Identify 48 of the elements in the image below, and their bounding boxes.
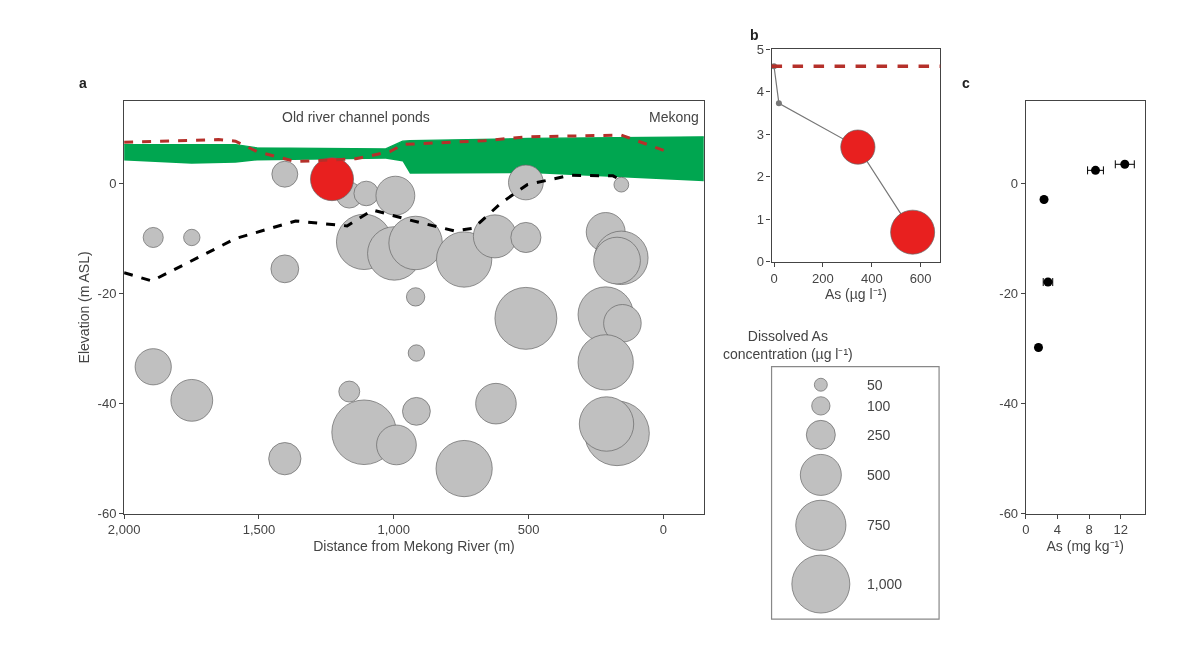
x-tick-label: 0 [1022, 522, 1030, 538]
text: c [962, 75, 970, 91]
y-tick-label: -40 [97, 396, 117, 412]
legend-label: 50 [867, 377, 883, 393]
y-tick-label: 2 [756, 169, 764, 185]
text: a [79, 75, 87, 91]
x-axis-title: As (mg kg⁻¹) [1046, 537, 1124, 554]
y-tick-label: 0 [756, 254, 764, 270]
legend-label: 750 [867, 517, 891, 533]
x-tick-label: 0 [659, 522, 668, 538]
x-tick-label: 4 [1053, 522, 1062, 538]
y-axis-title: Elevation (m ASL) [76, 251, 93, 364]
x-tick-label: 1,500 [242, 522, 276, 538]
x-tick-label: 8 [1085, 522, 1093, 538]
legend-label: 100 [867, 398, 891, 414]
annotation: Old river channel ponds [282, 109, 430, 125]
legend-title: Dissolved As concentration (µg l⁻¹) [723, 328, 853, 363]
x-tick-label: 600 [909, 270, 932, 286]
x-tick-label: 1,000 [377, 522, 411, 538]
annotation: Mekong [649, 109, 699, 125]
y-tick-label: -20 [999, 286, 1019, 302]
x-tick-label: 500 [517, 522, 540, 538]
y-tick-label: -40 [999, 396, 1019, 412]
x-axis-title: As (µg l⁻¹) [824, 285, 887, 302]
y-tick-label: 4 [756, 84, 764, 100]
line-series [124, 133, 666, 164]
text: b [750, 27, 759, 43]
legend-label: 250 [867, 427, 891, 443]
x-tick-label: 400 [860, 270, 883, 286]
y-tick-label: 1 [756, 211, 764, 227]
x-tick-label: 12 [1113, 522, 1129, 538]
x-axis-title: Distance from Mekong River (m) [313, 537, 515, 554]
y-tick-label: 5 [756, 41, 764, 57]
x-tick-label: 2,000 [107, 522, 141, 538]
x-tick-label: 200 [812, 270, 834, 286]
point [1033, 343, 1043, 353]
x-tick-label: 0 [770, 270, 778, 286]
y-tick-label: 3 [756, 126, 764, 142]
y-tick-label: -20 [97, 286, 117, 302]
y-tick-label: -60 [999, 506, 1019, 522]
point [1120, 159, 1130, 169]
point [1039, 195, 1049, 204]
y-tick-label: -60 [97, 506, 117, 522]
legend-label: 1,000 [867, 576, 903, 592]
y-tick-label: 0 [109, 176, 117, 192]
point [1091, 165, 1100, 175]
legend-label: 500 [867, 467, 891, 483]
y-tick-label: 0 [1010, 176, 1019, 192]
